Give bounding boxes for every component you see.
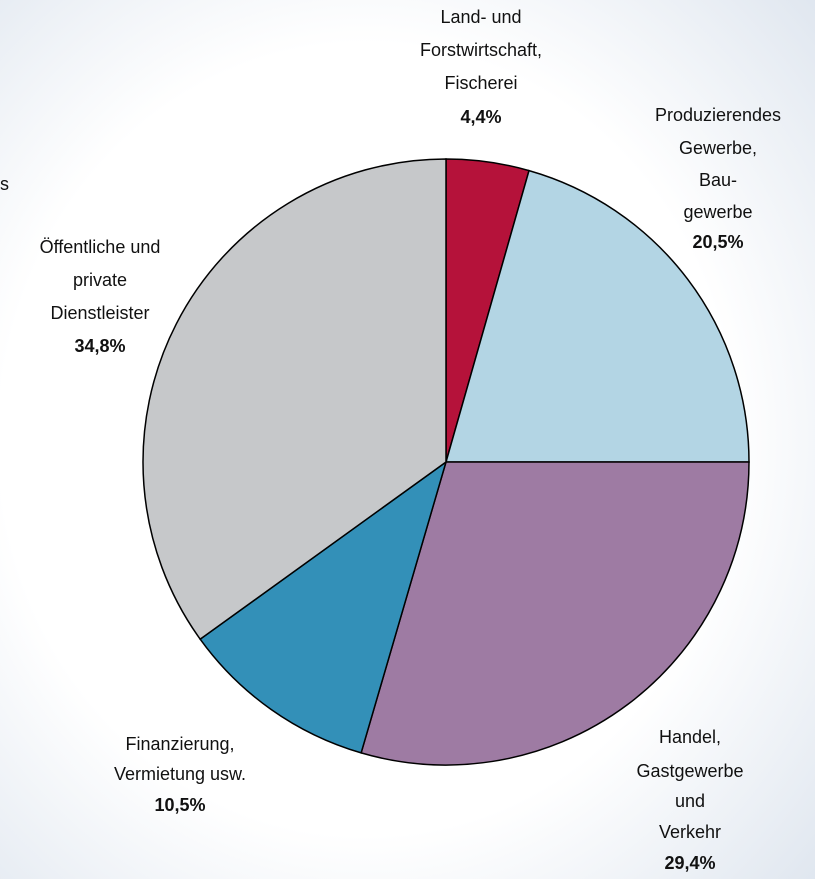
slice-label: Bau- [699,170,737,190]
slice-label: Dienstleister [50,303,149,323]
value-label: 4,4% [460,107,501,127]
slice-label: Verkehr [659,822,721,842]
pie-slice [142,158,447,641]
slice-label: Produzierendes [655,105,781,125]
pie-slice [360,461,750,766]
slice-label: Land- und [440,7,521,27]
value-label: 29,4% [664,853,715,873]
slice-label: Forstwirtschaft, [420,40,542,60]
annotation: s [0,174,9,194]
slice-label: Handel, [659,727,721,747]
value-label: 10,5% [154,795,205,815]
pie-slice [199,460,448,754]
value-label: 34,8% [74,336,125,356]
pie-slice [445,169,750,463]
slice-label: gewerbe [683,202,752,222]
slice-label: Öffentliche und [40,237,161,257]
value-label: 20,5% [692,232,743,252]
slice-label: Gastgewerbe [636,761,743,781]
slice-label: Gewerbe, [679,138,757,158]
slice-label: Fischerei [444,73,517,93]
slice-label: Vermietung usw. [114,764,246,784]
slice-label: Finanzierung, [125,734,234,754]
slice-label: private [73,270,127,290]
slice-label: und [675,791,705,811]
